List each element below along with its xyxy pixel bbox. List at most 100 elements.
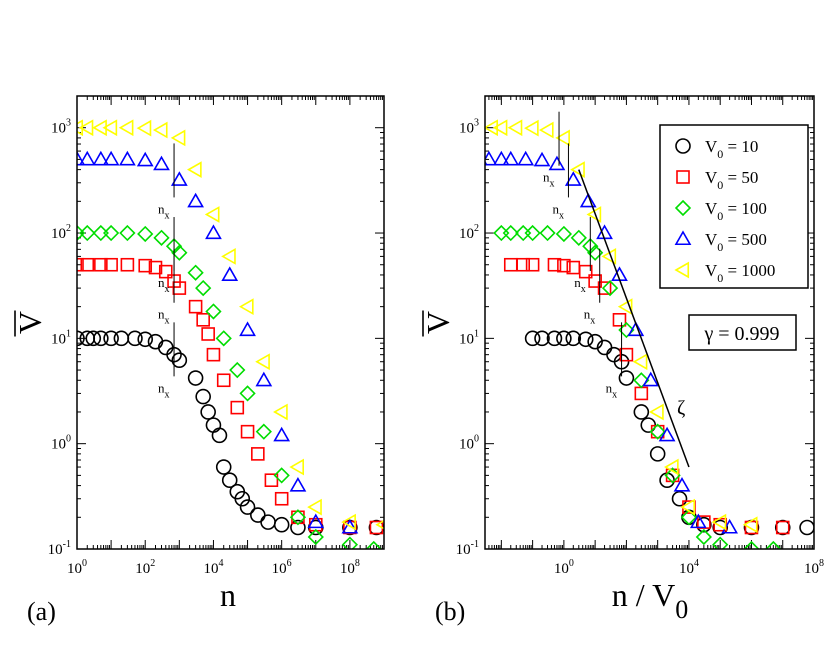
data-point	[120, 257, 135, 272]
legend-entry: V0 = 100	[705, 199, 767, 223]
data-point	[765, 540, 782, 549]
data-point	[127, 330, 143, 347]
x-tick-label: 104	[679, 558, 699, 577]
data-point	[92, 150, 110, 166]
data-point	[264, 473, 279, 488]
data-point	[255, 371, 273, 387]
legend-marker	[674, 261, 690, 279]
y-tick-label: 10-1	[48, 539, 71, 558]
x-tick-label: 106	[272, 558, 292, 577]
data-point	[158, 264, 173, 279]
data-point	[534, 330, 550, 347]
data-point	[289, 458, 304, 476]
data-point	[711, 513, 727, 531]
data-point	[533, 151, 551, 167]
legend: V0 = 10 V0 = 50 V0 = 100 V0 = 500 V0 = 1000	[659, 124, 809, 289]
series-triangle-left	[485, 119, 758, 534]
series-triangle-left	[77, 119, 384, 531]
legend-entry: V0 = 1000	[705, 261, 775, 285]
y-tick-label: 100	[51, 434, 71, 453]
data-point	[564, 171, 582, 186]
legend-marker	[674, 230, 692, 246]
panel-a-chart: 100 102 104 106 10810-1100101102103nV(a)nxnx…	[12, 95, 385, 626]
data-point	[502, 150, 520, 166]
data-point	[365, 540, 382, 549]
nx-annotation: nx	[584, 307, 596, 327]
data-point	[171, 352, 188, 369]
y-tick-label: 101	[459, 328, 479, 347]
nx-annotation: nx	[158, 201, 170, 221]
data-point	[251, 447, 265, 461]
data-point	[774, 519, 791, 536]
data-point	[775, 520, 790, 535]
data-point	[77, 119, 84, 137]
data-point	[102, 224, 120, 242]
data-point	[94, 257, 108, 272]
data-point	[205, 224, 222, 240]
data-point	[556, 330, 572, 347]
data-point	[799, 519, 814, 536]
data-point	[260, 514, 276, 530]
data-point	[196, 313, 210, 327]
data-point	[119, 150, 136, 166]
data-point	[597, 281, 612, 295]
y-axis-label: V	[12, 311, 48, 334]
data-point	[77, 257, 84, 272]
data-point	[170, 171, 188, 186]
data-point	[230, 400, 245, 415]
nx-annotation: nx	[543, 170, 555, 190]
data-point	[743, 540, 760, 549]
data-point	[546, 330, 563, 347]
data-point	[205, 417, 222, 433]
nx-annotation: nx	[158, 275, 170, 295]
data-point	[229, 361, 246, 379]
data-point	[147, 333, 164, 350]
data-point	[157, 339, 174, 356]
data-point	[524, 330, 541, 347]
data-point	[619, 347, 634, 362]
data-point	[77, 150, 86, 166]
legend-marker	[675, 138, 691, 154]
data-point	[195, 279, 212, 297]
series-circle	[77, 330, 384, 536]
data-point	[712, 536, 729, 549]
data-point	[255, 353, 270, 371]
data-point	[503, 257, 518, 272]
data-point	[104, 257, 118, 272]
data-point	[205, 303, 222, 320]
data-point	[642, 371, 660, 387]
data-point	[171, 244, 188, 261]
data-point	[632, 353, 648, 371]
data-point	[273, 403, 288, 421]
data-point	[221, 266, 239, 281]
data-point	[516, 257, 531, 272]
data-point	[341, 518, 359, 534]
x-tick-label: 100	[554, 558, 574, 577]
y-tick-label: 103	[459, 118, 479, 137]
data-point	[240, 424, 255, 439]
data-point	[273, 426, 291, 442]
gamma-box	[688, 314, 797, 351]
data-point	[524, 224, 541, 242]
x-axis-label: n	[220, 577, 236, 613]
data-point	[137, 331, 154, 348]
data-point	[485, 150, 498, 166]
fit-line	[578, 169, 690, 468]
data-point	[341, 536, 359, 549]
data-point	[524, 119, 539, 137]
data-point	[234, 490, 251, 507]
data-point	[671, 490, 688, 507]
data-point	[570, 229, 587, 246]
legend-entry: V0 = 500	[705, 230, 767, 254]
data-point	[649, 403, 664, 421]
data-point	[742, 516, 758, 534]
data-point	[215, 459, 232, 475]
data-point	[588, 274, 602, 288]
data-point	[273, 467, 290, 484]
data-point	[79, 224, 96, 242]
data-point	[658, 426, 676, 442]
gamma-label: γ = 0.999	[703, 323, 779, 345]
data-point	[538, 121, 554, 139]
data-point	[492, 150, 510, 166]
data-point	[153, 155, 170, 171]
